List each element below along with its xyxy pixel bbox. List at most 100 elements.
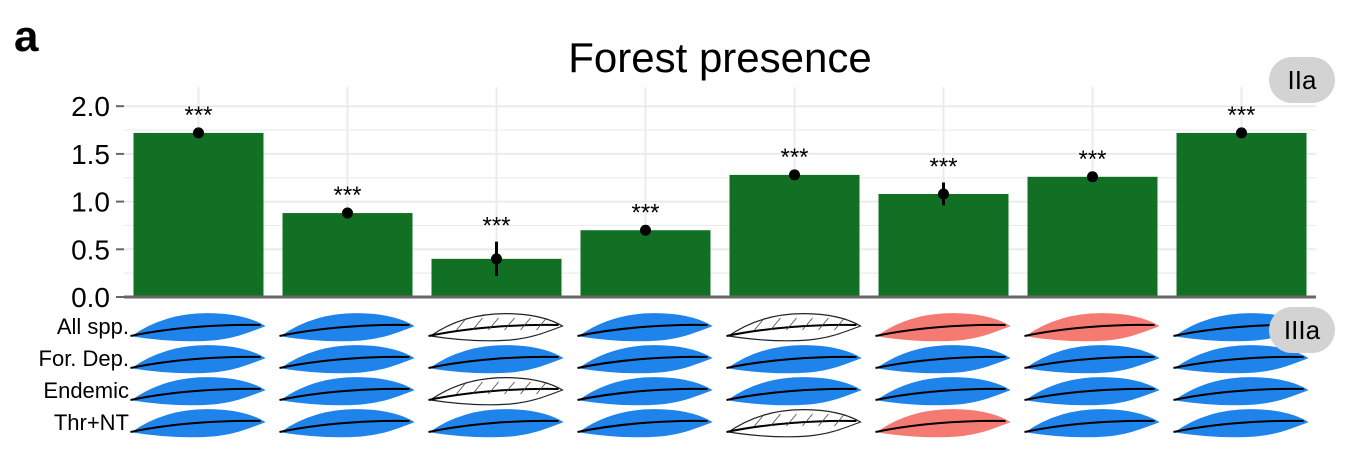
- feather-shaft: [577, 323, 708, 337]
- feather-icon: [428, 313, 564, 342]
- feather-shaft: [428, 323, 559, 337]
- significance-label-2: ***: [333, 182, 361, 209]
- feather-icon: [577, 345, 713, 374]
- y-tick-label-0: 0.0: [71, 282, 110, 313]
- feather-icon: [130, 345, 266, 374]
- bar-7: [1027, 176, 1158, 297]
- row-label-endemic: Endemic: [43, 378, 129, 403]
- point-estimates: *** *** *** *** *** *** *** ***: [184, 102, 1256, 277]
- feather-shaft: [875, 355, 1006, 369]
- bar-8: [1176, 132, 1307, 297]
- feather-shaft: [130, 355, 261, 369]
- feather-icon: [577, 313, 713, 342]
- feather-shaft: [726, 323, 857, 337]
- significance-label-6: ***: [929, 154, 957, 181]
- feather-shaft: [726, 419, 857, 433]
- significance-label-8: ***: [1227, 102, 1255, 129]
- feather-icon: [279, 313, 415, 342]
- y-tick-label-2: 1.0: [71, 187, 110, 218]
- feather-shaft: [875, 387, 1006, 401]
- feather-barb: [520, 317, 531, 331]
- row-label-all-spp: All spp.: [56, 314, 129, 339]
- feather-icon: [875, 409, 1011, 438]
- feather-icon: [1173, 409, 1309, 438]
- feather-shaft: [130, 323, 261, 337]
- y-tick-label-1: 0.5: [71, 234, 110, 265]
- feather-barb: [536, 381, 547, 395]
- feather-icon: [1024, 409, 1160, 438]
- feather-barb: [786, 317, 797, 331]
- y-axis: 0.0 0.5 1.0 1.5 2.0: [71, 91, 1316, 313]
- feather-icon: [1024, 345, 1160, 374]
- point-8: [1236, 127, 1247, 139]
- feather-shaft: [1024, 323, 1155, 337]
- feather-barb: [786, 413, 797, 427]
- feather-icon: [875, 377, 1011, 406]
- feather-barb: [834, 317, 845, 331]
- feather-barb: [818, 317, 829, 331]
- feather-shaft: [279, 323, 410, 337]
- feather-icon: [1024, 377, 1160, 406]
- row-label-for-dep: For. Dep.: [38, 346, 129, 371]
- feather-shaft: [1173, 387, 1304, 401]
- feather-icon: [130, 409, 266, 438]
- feather-barb: [472, 317, 483, 331]
- panel-label: a: [14, 12, 39, 61]
- feather-icon: [1173, 345, 1309, 374]
- feather-icon: [1024, 313, 1160, 342]
- feather-shaft: [130, 419, 261, 433]
- feather-icon: [726, 345, 862, 374]
- point-1: [193, 127, 204, 139]
- feather-icon: [279, 345, 415, 374]
- feather-barb: [818, 413, 829, 427]
- feather-shaft: [726, 387, 857, 401]
- feather-barb: [536, 317, 547, 331]
- feather-matrix: [130, 313, 1309, 438]
- feather-barb: [802, 413, 813, 427]
- point-7: [1087, 171, 1098, 183]
- bars: [133, 132, 1307, 297]
- feather-shaft: [577, 355, 708, 369]
- feather-shaft: [1173, 419, 1304, 433]
- point-6: [938, 188, 949, 200]
- feather-barb: [770, 413, 781, 427]
- feather-shaft: [279, 355, 410, 369]
- feather-shaft: [875, 323, 1006, 337]
- feather-icon: [726, 313, 862, 342]
- feather-shaft: [279, 387, 410, 401]
- badge-bottom: IIIa: [1269, 307, 1335, 353]
- feather-icon: [428, 377, 564, 406]
- y-tick-label-4: 2.0: [71, 91, 110, 122]
- feather-barb: [770, 317, 781, 331]
- feather-icon: [577, 409, 713, 438]
- feather-barb: [456, 381, 467, 395]
- bar-1: [133, 132, 264, 297]
- feather-barb: [472, 381, 483, 395]
- feather-shaft: [428, 355, 559, 369]
- significance-label-3: ***: [482, 213, 510, 240]
- bar-5: [729, 174, 860, 297]
- feather-shaft: [1024, 419, 1155, 433]
- feather-barb: [520, 381, 531, 395]
- feather-barb: [488, 381, 499, 395]
- feather-barb: [488, 317, 499, 331]
- feather-shaft: [1173, 355, 1304, 369]
- y-tick-label-3: 1.5: [71, 139, 110, 170]
- point-3: [491, 253, 502, 265]
- feather-icon: [428, 409, 564, 438]
- point-5: [789, 169, 800, 181]
- feather-shaft: [1024, 355, 1155, 369]
- feather-icon: [130, 313, 266, 342]
- feather-icon: [726, 377, 862, 406]
- point-2: [342, 207, 353, 219]
- feather-icon: [1173, 377, 1309, 406]
- feather-icon: [428, 345, 564, 374]
- badge-top: IIa: [1269, 57, 1335, 103]
- feather-barb: [802, 317, 813, 331]
- row-label-thr-nt: Thr+NT: [53, 410, 129, 435]
- feather-icon: [130, 377, 266, 406]
- feather-icon: [279, 377, 415, 406]
- feather-shaft: [428, 419, 559, 433]
- feather-barb: [456, 317, 467, 331]
